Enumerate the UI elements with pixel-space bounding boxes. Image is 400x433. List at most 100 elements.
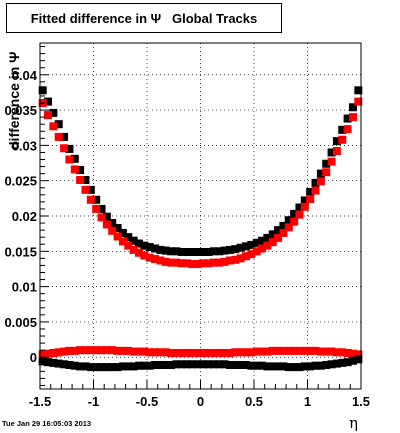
data-point (70, 346, 79, 355)
data-point (76, 175, 85, 184)
data-point (156, 256, 165, 265)
data-point (92, 195, 101, 204)
data-point (167, 258, 176, 267)
data-point (193, 248, 202, 257)
data-point (81, 362, 90, 371)
data-point (81, 346, 90, 355)
data-point (220, 360, 229, 369)
data-point (279, 228, 288, 237)
data-point (118, 362, 127, 371)
data-point (348, 356, 357, 365)
data-point (81, 185, 90, 194)
data-point (76, 166, 85, 175)
data-point (354, 355, 363, 364)
data-point (290, 217, 299, 226)
data-point (156, 360, 165, 369)
data-point (268, 346, 277, 355)
data-point (188, 348, 197, 357)
data-point (177, 259, 186, 268)
data-point (134, 361, 143, 370)
data-point (54, 348, 63, 357)
data-point (38, 350, 47, 359)
data-point (220, 257, 229, 266)
data-point (102, 363, 111, 372)
data-point (97, 204, 106, 213)
data-point (220, 246, 229, 255)
data-point (274, 233, 283, 242)
data-point (263, 362, 272, 371)
y-tick-label: 0.015 (4, 244, 37, 259)
data-point (204, 360, 213, 369)
timestamp: Tue Jan 29 16:05:03 2013 (2, 419, 92, 428)
data-point (290, 209, 299, 218)
data-point (338, 135, 347, 144)
data-point (247, 348, 256, 357)
data-point (236, 348, 245, 357)
data-point (92, 346, 101, 355)
data-point (327, 347, 336, 356)
data-point (124, 346, 133, 355)
data-point (268, 362, 277, 371)
data-point (258, 361, 267, 370)
data-point (151, 244, 160, 253)
data-point (348, 113, 357, 122)
data-point (263, 241, 272, 250)
chart-title: Fitted difference in Ψ Global Tracks (6, 3, 282, 33)
data-point (151, 360, 160, 369)
data-point (113, 346, 122, 355)
data-point (225, 348, 234, 357)
data-point (124, 233, 133, 242)
data-point (65, 155, 74, 164)
data-point (76, 362, 85, 371)
x-tick-label: -1.5 (29, 394, 51, 409)
data-point (241, 252, 250, 261)
data-point (300, 346, 309, 355)
data-point (274, 226, 283, 235)
data-point (241, 242, 250, 251)
data-point (118, 237, 127, 246)
data-point (316, 361, 325, 370)
data-point (188, 360, 197, 369)
data-point (306, 362, 315, 371)
data-point (92, 363, 101, 372)
data-point (311, 346, 320, 355)
data-point (306, 195, 315, 204)
data-point (97, 213, 106, 222)
data-point (44, 111, 53, 120)
data-point (316, 169, 325, 178)
data-point (236, 254, 245, 263)
data-point (140, 361, 149, 370)
data-point (204, 259, 213, 268)
data-point (322, 168, 331, 177)
data-point (279, 346, 288, 355)
data-point (108, 363, 117, 372)
data-point (332, 359, 341, 368)
data-point (183, 248, 192, 257)
data-point (295, 203, 304, 212)
data-point (183, 348, 192, 357)
data-point (172, 258, 181, 267)
axis-ticks (39, 46, 362, 389)
data-point (167, 348, 176, 357)
y-tick-label: 0.04 (12, 68, 38, 83)
data-point (263, 347, 272, 356)
data-point (252, 347, 261, 356)
data-point (236, 243, 245, 252)
data-point (151, 255, 160, 264)
data-point (140, 241, 149, 250)
data-point (247, 250, 256, 259)
y-tick-label: 0.02 (12, 209, 37, 224)
data-point (300, 196, 309, 205)
data-point (118, 346, 127, 355)
data-point (348, 349, 357, 358)
data-point (60, 132, 69, 141)
data-point (188, 248, 197, 257)
data-point (199, 360, 208, 369)
data-point (97, 346, 106, 355)
data-point (268, 238, 277, 247)
data-point (140, 347, 149, 356)
data-point (327, 148, 336, 157)
data-point (209, 258, 218, 267)
y-tick-label: 0 (30, 350, 37, 365)
data-point (209, 348, 218, 357)
